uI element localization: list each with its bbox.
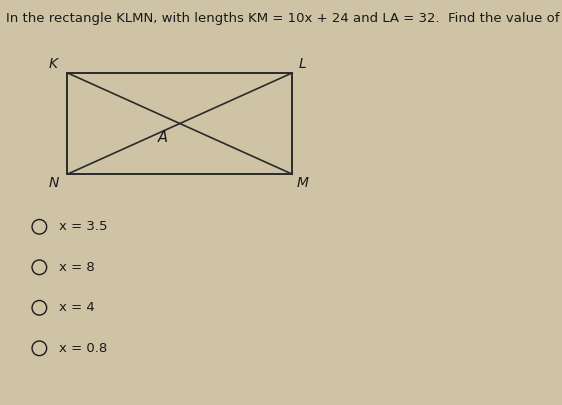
Text: x = 8: x = 8 bbox=[59, 261, 95, 274]
Text: In the rectangle KLMN, with lengths KM = 10x + 24 and LA = 32.  Find the value o: In the rectangle KLMN, with lengths KM =… bbox=[6, 12, 562, 25]
Text: M: M bbox=[296, 176, 309, 190]
Text: x = 0.8: x = 0.8 bbox=[59, 342, 107, 355]
Text: N: N bbox=[48, 176, 58, 190]
Text: K: K bbox=[49, 57, 58, 71]
Text: A: A bbox=[158, 130, 168, 145]
Text: x = 3.5: x = 3.5 bbox=[59, 220, 107, 233]
Text: L: L bbox=[298, 57, 306, 71]
Text: x = 4: x = 4 bbox=[59, 301, 95, 314]
